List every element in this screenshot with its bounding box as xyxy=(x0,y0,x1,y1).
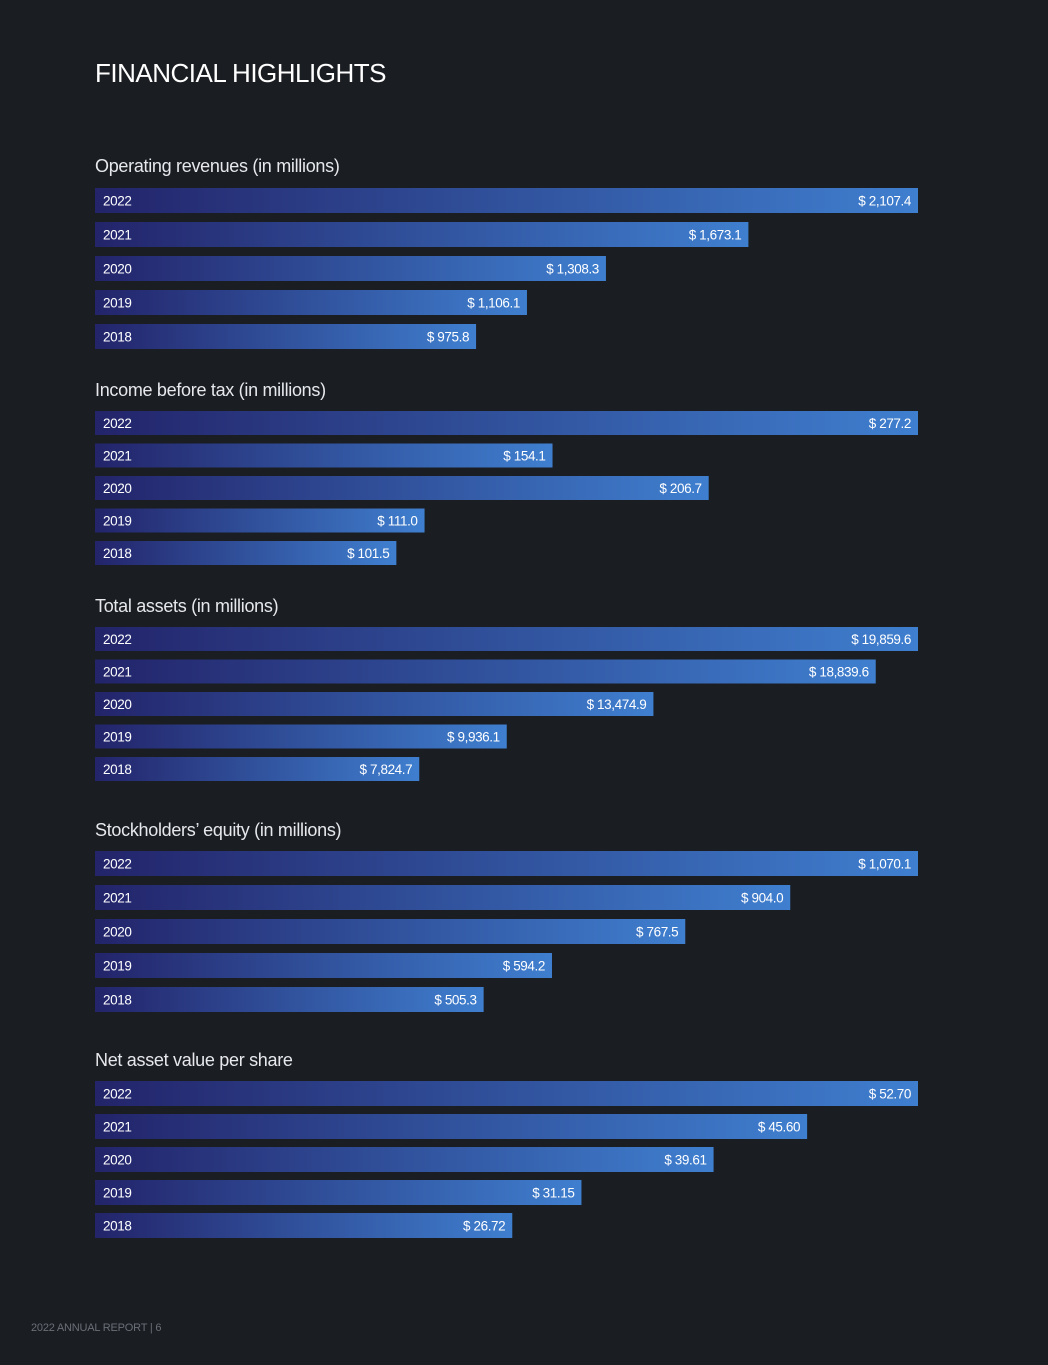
bar-2019 xyxy=(95,953,552,978)
bar-2020 xyxy=(95,919,686,944)
bar-chart-svg: 2022 $ 52.70 2021 $ 45.60 2020 $ 39.61 2019 $ 3… xyxy=(95,1081,918,1238)
bar-2022 xyxy=(95,627,918,651)
bar-2022 xyxy=(95,1081,918,1106)
value-label: $ 1,106.1 xyxy=(467,296,520,311)
bar-2018 xyxy=(95,757,420,781)
category-label: 2022 xyxy=(103,1087,131,1102)
bar-2020 xyxy=(95,476,709,500)
page-footer: 2022 ANNUAL REPORT | 6 xyxy=(31,1322,162,1334)
bar-2022 xyxy=(95,188,918,213)
value-label: $ 2,107.4 xyxy=(858,194,912,209)
value-label: $ 206.7 xyxy=(659,481,701,496)
bar-2018 xyxy=(95,1213,513,1238)
value-label: $ 975.8 xyxy=(427,330,469,345)
bar-chart-svg: 2022 $ 19,859.6 2021 $ 18,839.6 2020 $ 13,474… xyxy=(95,627,918,781)
bar-2021 xyxy=(95,222,749,247)
value-label: $ 13,474.9 xyxy=(587,697,647,712)
bar-2021 xyxy=(95,1114,808,1139)
bar-2020 xyxy=(95,692,654,716)
value-label: $ 45.60 xyxy=(758,1120,800,1135)
category-label: 2021 xyxy=(103,891,131,906)
value-label: $ 111.0 xyxy=(377,514,417,529)
bar-2018 xyxy=(95,324,477,349)
bar-2021 xyxy=(95,443,553,468)
category-label: 2018 xyxy=(103,1219,131,1234)
category-label: 2019 xyxy=(103,959,131,974)
value-label: $ 19,859.6 xyxy=(851,632,911,647)
value-label: $ 26.72 xyxy=(463,1219,505,1234)
value-label: $ 1,070.1 xyxy=(858,857,911,872)
page-title: FINANCIAL HIGHLIGHTS xyxy=(95,58,386,88)
bar-2019 xyxy=(95,508,425,533)
chart-stockholders-equity: Stockholders’ equity (in millions) 2022 $… xyxy=(95,817,925,1012)
bar-2020 xyxy=(95,1147,714,1172)
category-label: 2019 xyxy=(103,296,131,311)
category-label: 2019 xyxy=(103,514,131,529)
value-label: $ 101.5 xyxy=(347,546,389,561)
category-label: 2020 xyxy=(103,697,131,712)
value-label: $ 154.1 xyxy=(503,449,545,464)
category-label: 2020 xyxy=(103,481,131,496)
value-label: $ 767.5 xyxy=(636,925,678,940)
value-label: $ 7,824.7 xyxy=(360,762,413,777)
category-label: 2022 xyxy=(103,194,131,209)
bar-2021 xyxy=(95,885,791,910)
category-label: 2021 xyxy=(103,1120,131,1135)
value-label: $ 39.61 xyxy=(664,1153,706,1168)
category-label: 2020 xyxy=(103,262,131,277)
bar-2019 xyxy=(95,724,507,749)
category-label: 2022 xyxy=(103,632,131,647)
category-label: 2022 xyxy=(103,857,131,872)
value-label: $ 1,673.1 xyxy=(689,228,742,243)
bar-2021 xyxy=(95,659,876,684)
chart-income-before-tax: Income before tax (in millions) 2022 $ 27… xyxy=(95,377,925,565)
category-label: 2020 xyxy=(103,1153,131,1168)
value-label: $ 18,839.6 xyxy=(809,665,869,680)
chart-title: Income before tax (in millions) xyxy=(95,380,326,400)
chart-total-assets: Total assets (in millions) 2022 $ 19,859.… xyxy=(95,593,925,781)
category-label: 2019 xyxy=(103,1186,131,1201)
category-label: 2019 xyxy=(103,730,131,745)
category-label: 2021 xyxy=(103,665,131,680)
category-label: 2018 xyxy=(103,546,131,561)
category-label: 2022 xyxy=(103,416,131,431)
value-label: $ 31.15 xyxy=(532,1186,574,1201)
bar-2020 xyxy=(95,256,606,281)
value-label: $ 594.2 xyxy=(503,959,545,974)
category-label: 2021 xyxy=(103,449,131,464)
chart-title: Total assets (in millions) xyxy=(95,596,279,616)
bar-2022 xyxy=(95,851,918,876)
value-label: $ 904.0 xyxy=(741,891,783,906)
bar-2019 xyxy=(95,290,527,315)
chart-title: Stockholders’ equity (in millions) xyxy=(95,820,342,840)
value-label: $ 505.3 xyxy=(434,993,476,1008)
bar-chart-svg: 2022 $ 2,107.4 2021 $ 1,673.1 2020 $ 1,308.3 2… xyxy=(95,188,918,349)
bar-2018 xyxy=(95,541,397,565)
bar-2019 xyxy=(95,1180,582,1205)
bar-2018 xyxy=(95,987,484,1012)
value-label: $ 9,936.1 xyxy=(447,730,500,745)
chart-operating-revenues: Operating revenues (in millions) 2022 $ 2… xyxy=(95,153,925,349)
category-label: 2018 xyxy=(103,762,131,777)
category-label: 2018 xyxy=(103,330,131,345)
chart-net-asset-value: Net asset value per share 2022 $ 52.70 202… xyxy=(95,1047,925,1238)
bar-chart-svg: 2022 $ 277.2 2021 $ 154.1 2020 $ 206.7 2019 $ 1… xyxy=(95,411,918,565)
category-label: 2018 xyxy=(103,993,131,1008)
value-label: $ 52.70 xyxy=(869,1087,911,1102)
value-label: $ 277.2 xyxy=(869,416,911,431)
category-label: 2020 xyxy=(103,925,131,940)
bar-chart-svg: 2022 $ 1,070.1 2021 $ 904.0 2020 $ 767.5 2019 $… xyxy=(95,851,918,1012)
value-label: $ 1,308.3 xyxy=(546,262,599,277)
chart-title: Operating revenues (in millions) xyxy=(95,156,340,176)
category-label: 2021 xyxy=(103,228,131,243)
chart-title: Net asset value per share xyxy=(95,1050,293,1070)
bar-2022 xyxy=(95,411,918,435)
